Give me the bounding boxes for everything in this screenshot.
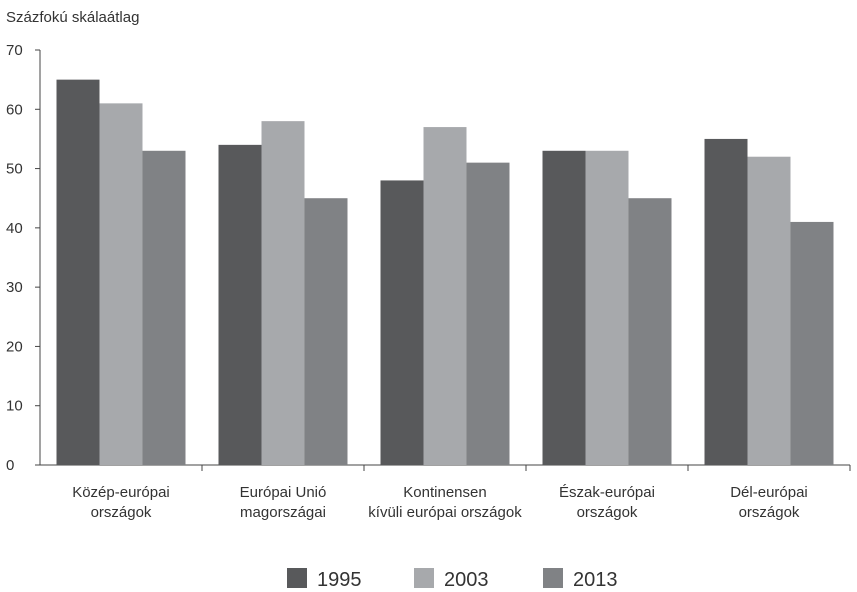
y-tick-label: 10 [6, 398, 23, 415]
category-labels: Közép-európai országok Európai Unió magorsz… [72, 484, 808, 521]
bar-1995-2 [218, 144, 262, 465]
bar-2013-5 [790, 221, 834, 465]
category-label: Kontinensen [403, 484, 486, 501]
legend-label-2013: 2013 [573, 569, 618, 591]
legend-label-1995: 1995 [317, 569, 362, 591]
legend-swatch-1995 [287, 568, 307, 588]
category-label: magországai [240, 504, 326, 521]
bar-2003-5 [747, 156, 791, 465]
legend-swatch-2003 [414, 568, 434, 588]
category-label: Észak-európai [559, 484, 655, 501]
category-label: országok [91, 504, 152, 521]
category-label: Dél-európai [730, 484, 808, 501]
bar-1995-3 [380, 180, 424, 465]
category-label: országok [739, 504, 800, 521]
y-tick-label: 70 [6, 42, 23, 59]
category-label: országok [577, 504, 638, 521]
legend-swatch-2013 [543, 568, 563, 588]
y-tick-label: 20 [6, 338, 23, 355]
bar-2013-4 [628, 198, 672, 465]
y-axis-label: Százfokú skálaátlag [6, 9, 139, 26]
y-tick-label: 0 [6, 457, 14, 474]
y-tick-label: 30 [6, 279, 23, 296]
y-tick-label: 50 [6, 161, 23, 178]
category-label: Közép-európai [72, 484, 170, 501]
bar-2003-1 [99, 103, 143, 465]
bar-1995-1 [56, 79, 100, 466]
y-tick-label: 40 [6, 220, 23, 237]
bar-2003-3 [423, 127, 467, 466]
legend-label-2003: 2003 [444, 569, 489, 591]
y-tick-label: 60 [6, 101, 23, 118]
legend: 1995 2003 2013 [287, 568, 618, 591]
bar-2013-3 [466, 162, 510, 465]
bar-1995-4 [542, 150, 586, 466]
bar-1995-5 [704, 138, 748, 465]
bar-2013-2 [304, 198, 348, 465]
bar-2003-4 [585, 150, 629, 466]
category-label: kívüli európai országok [368, 504, 522, 521]
category-label: Európai Unió [240, 484, 327, 501]
bars [56, 79, 834, 466]
bar-2003-2 [261, 121, 305, 466]
bar-2013-1 [142, 150, 186, 466]
